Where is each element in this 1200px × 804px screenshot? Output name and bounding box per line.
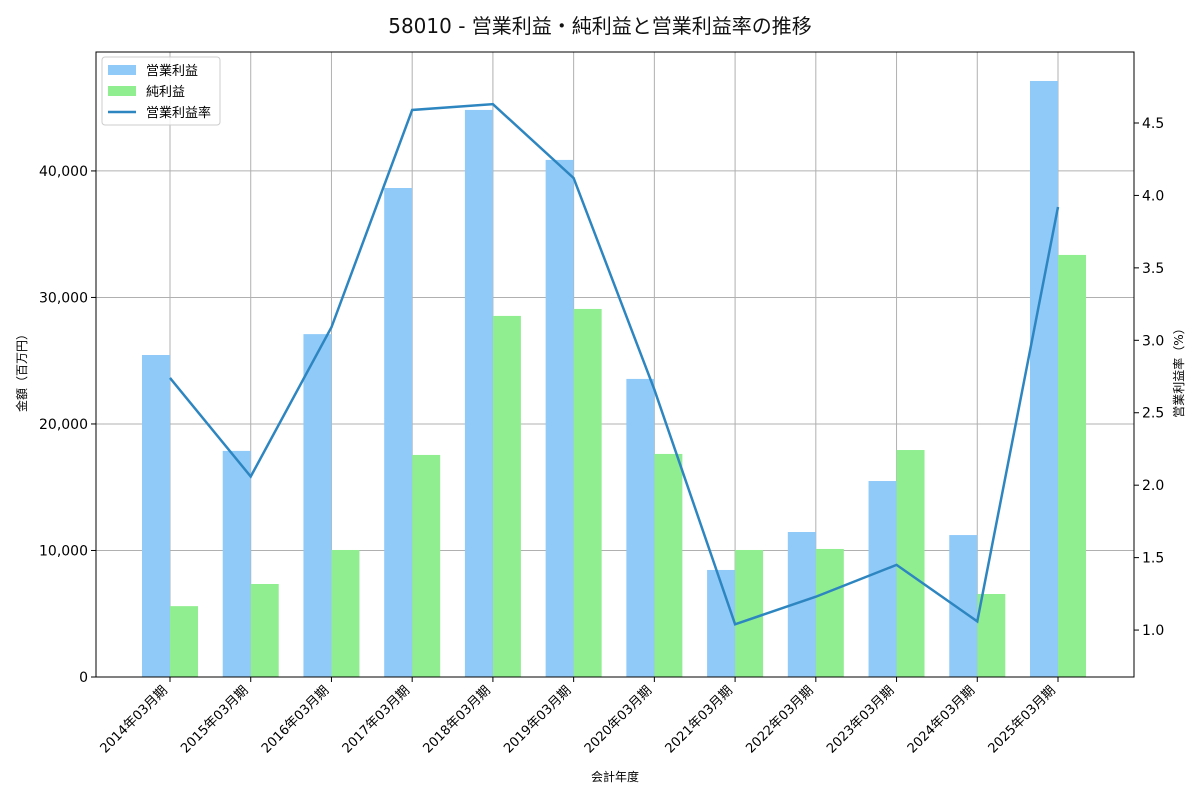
bar-operating-profit xyxy=(142,355,170,677)
x-tick-label: 2025年03月期 xyxy=(986,683,1059,756)
x-tick-label: 2014年03月期 xyxy=(98,683,171,756)
bar-operating-profit xyxy=(626,378,655,677)
bar-net-profit xyxy=(170,606,198,677)
y-tick-label: 40,000 xyxy=(39,164,88,180)
y-axis-label: 金額（百万円） xyxy=(14,328,29,412)
x-tick-label: 2022年03月期 xyxy=(743,683,816,756)
bar-net-profit xyxy=(492,315,521,677)
y-tick-label: 20,000 xyxy=(39,417,88,433)
bar-operating-profit xyxy=(707,569,736,677)
x-axis-label: 会計年度 xyxy=(591,769,639,784)
y-right-axis-label: 営業利益率（%） xyxy=(1171,322,1186,417)
chart-title: 58010 - 営業利益・純利益と営業利益率の推移 xyxy=(388,14,812,38)
x-tick-label: 2023年03月期 xyxy=(824,683,897,756)
bar-operating-profit xyxy=(868,481,897,677)
y-right-tick-label: 4.5 xyxy=(1142,116,1164,132)
x-tick-label: 2024年03月期 xyxy=(905,683,978,756)
y-right-tick-label: 3.5 xyxy=(1142,261,1164,277)
legend-swatch-operating-profit xyxy=(108,65,136,75)
line-operating-margin xyxy=(169,102,1060,626)
bar-net-profit xyxy=(735,549,764,677)
bar-net-profit xyxy=(250,584,279,677)
bar-net-profit xyxy=(331,549,360,677)
bar-net-profit xyxy=(654,453,683,677)
bar-operating-profit xyxy=(384,188,413,677)
bar-operating-profit xyxy=(222,450,251,677)
legend-label: 営業利益率 xyxy=(146,105,211,121)
bar-net-profit xyxy=(573,308,602,677)
legend-label: 純利益 xyxy=(146,85,185,100)
plot-frame xyxy=(95,51,1135,678)
bar-net-profit xyxy=(815,548,844,677)
y-right-tick-label: 1.0 xyxy=(1142,623,1164,639)
bar-operating-profit xyxy=(303,334,332,677)
x-tick-label: 2020年03月期 xyxy=(582,683,655,756)
y-right-tick-label: 4.0 xyxy=(1142,188,1164,204)
bar-net-profit xyxy=(977,594,1006,677)
y-tick-label: 10,000 xyxy=(39,543,88,559)
y-tick-label: 30,000 xyxy=(39,290,88,306)
y-right-tick-label: 1.5 xyxy=(1142,551,1164,567)
bar-operating-profit xyxy=(464,109,493,678)
y-right-tick-label: 2.0 xyxy=(1142,478,1164,494)
legend-swatch-net-profit xyxy=(108,86,136,96)
x-tick-label: 2019年03月期 xyxy=(501,683,574,756)
x-tick-label: 2021年03月期 xyxy=(663,683,736,756)
legend-label: 営業利益 xyxy=(146,63,198,79)
bar-operating-profit xyxy=(545,159,574,677)
x-tick-label: 2017年03月期 xyxy=(340,683,413,756)
bar-net-profit xyxy=(1058,254,1086,677)
x-tick-label: 2016年03月期 xyxy=(259,683,332,756)
bar-net-profit xyxy=(896,450,925,677)
y-right-tick-label: 2.5 xyxy=(1142,406,1164,422)
y-right-tick-label: 3.0 xyxy=(1142,333,1164,349)
bar-net-profit xyxy=(412,454,441,677)
bar-operating-profit xyxy=(1030,80,1058,678)
y-tick-label: 0 xyxy=(79,670,88,686)
x-tick-label: 2015年03月期 xyxy=(178,683,251,756)
x-tick-label: 2018年03月期 xyxy=(420,683,493,756)
